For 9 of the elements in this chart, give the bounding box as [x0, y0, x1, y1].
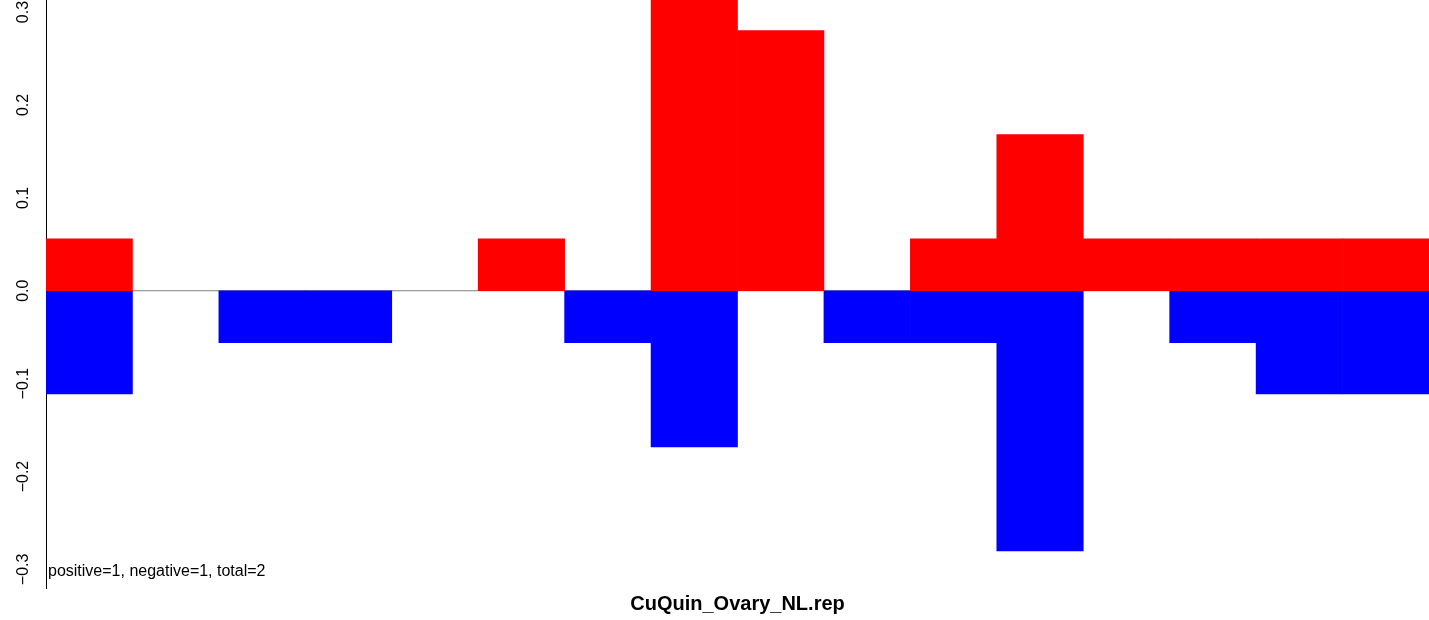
y-tick-label: −0.2 — [14, 460, 32, 493]
y-tick-label: 0.2 — [14, 93, 32, 117]
y-tick-label: 0.3 — [14, 0, 32, 24]
annotation: positive=1, negative=1, total=2 — [48, 562, 266, 580]
x-axis-title: CuQuin_Ovary_NL.rep — [630, 591, 845, 614]
y-tick-label: −0.1 — [14, 367, 32, 400]
y-tick-label: 0.0 — [14, 279, 32, 302]
y-tick-label: 0.1 — [14, 186, 32, 209]
y-tick-label: −0.3 — [14, 553, 32, 586]
